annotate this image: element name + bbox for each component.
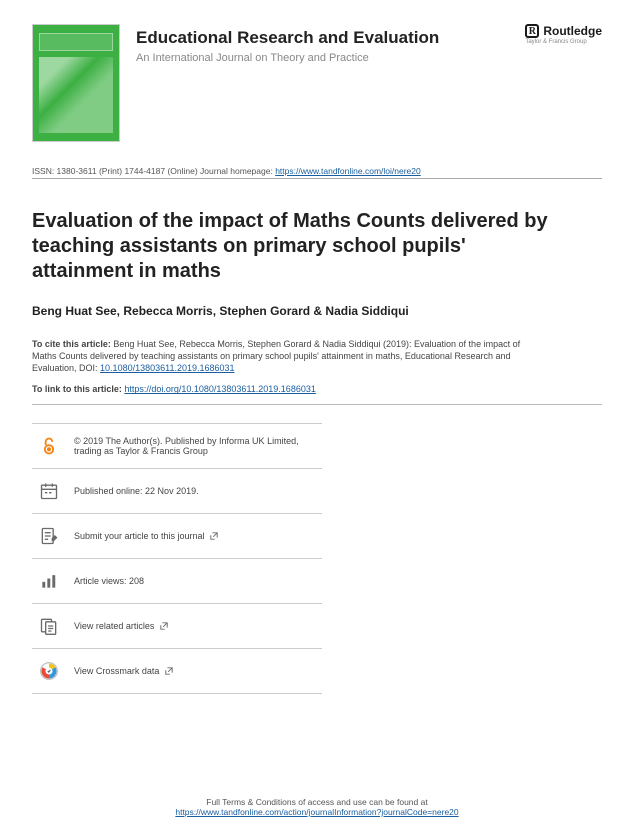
journal-cover-thumb [32,24,120,142]
doi-link[interactable]: 10.1080/13803611.2019.1686031 [100,363,234,373]
meta-row-submit[interactable]: Submit your article to this journal [32,514,322,559]
submit-icon [38,525,60,547]
crossmark-text: View Crossmark data [74,666,159,676]
meta-row-crossmark[interactable]: View Crossmark data [32,649,322,694]
external-link-icon [210,532,218,542]
external-link-icon [160,622,168,632]
calendar-icon [38,480,60,502]
meta-list: © 2019 The Author(s). Published by Infor… [32,423,322,694]
meta-row-license: © 2019 The Author(s). Published by Infor… [32,424,322,469]
article-doi-url[interactable]: https://doi.org/10.1080/13803611.2019.16… [124,384,316,394]
meta-row-views: Article views: 208 [32,559,322,604]
publisher-name: Routledge [543,24,602,38]
journal-title: Educational Research and Evaluation [136,28,509,48]
citation-block: To cite this article: Beng Huat See, Reb… [32,338,532,374]
issn-line: ISSN: 1380-3611 (Print) 1744-4187 (Onlin… [32,166,602,179]
views-icon [38,570,60,592]
license-text: © 2019 The Author(s). Published by Infor… [74,436,316,456]
external-link-icon [165,667,173,677]
routledge-r-icon: R [525,24,539,38]
related-text: View related articles [74,621,154,631]
publisher-logo: R Routledge Taylor & Francis Group [525,24,602,45]
divider [32,404,602,405]
meta-row-related[interactable]: View related articles [32,604,322,649]
article-link-line: To link to this article: https://doi.org… [32,384,602,394]
views-text: Article views: 208 [74,576,144,586]
page-footer: Full Terms & Conditions of access and us… [0,797,634,817]
submit-text: Submit your article to this journal [74,531,205,541]
meta-row-published: Published online: 22 Nov 2019. [32,469,322,514]
journal-subtitle: An International Journal on Theory and P… [136,52,509,64]
cite-label: To cite this article: [32,339,111,349]
related-icon [38,615,60,637]
article-title: Evaluation of the impact of Maths Counts… [32,209,552,284]
open-access-icon [38,435,60,457]
crossmark-icon [38,660,60,682]
published-text: Published online: 22 Nov 2019. [74,486,199,496]
footer-line1: Full Terms & Conditions of access and us… [0,797,634,807]
publisher-tagline: Taylor & Francis Group [525,39,602,45]
authors: Beng Huat See, Rebecca Morris, Stephen G… [32,304,602,318]
journal-homepage-link[interactable]: https://www.tandfonline.com/loi/nere20 [275,166,421,176]
footer-terms-link[interactable]: https://www.tandfonline.com/action/journ… [175,807,458,817]
